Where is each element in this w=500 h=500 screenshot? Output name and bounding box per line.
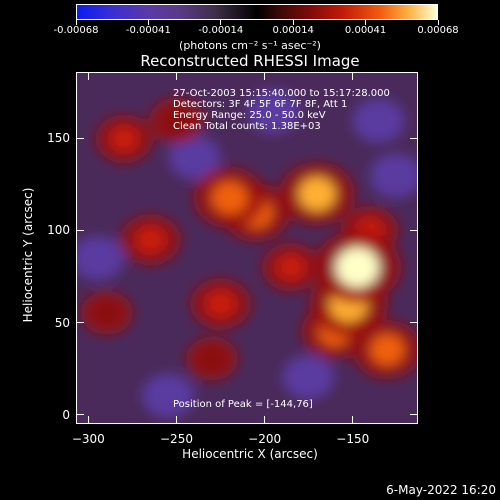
y-tick-mark: [410, 322, 418, 324]
bright-region: [110, 125, 139, 152]
bright-region: [205, 290, 236, 318]
bright-region: [135, 226, 166, 254]
dark-region: [247, 89, 300, 134]
y-tick-label: 100: [47, 223, 70, 238]
bright-region: [298, 176, 336, 212]
x-tick-mark: [352, 416, 354, 424]
bright-region: [163, 108, 191, 133]
colorbar-tick: [147, 20, 149, 25]
y-tick-mark: [76, 137, 84, 139]
colorbar-tick-label: 0.00041: [344, 25, 387, 36]
info-line-3: Energy Range: 25.0 - 50.0 keV: [173, 110, 326, 121]
x-tick-mark: [175, 416, 177, 424]
dark-region: [142, 373, 195, 418]
dark-region: [168, 135, 221, 180]
dark-region: [369, 153, 417, 198]
footer-date: 6-May-2022 16:20: [386, 483, 496, 497]
y-tick-mark: [76, 229, 84, 231]
info-line-4: Clean Total counts: 1.38E+03: [173, 121, 321, 132]
colorbar-tick: [365, 20, 367, 25]
y-tick-mark: [410, 414, 418, 416]
bright-region: [370, 333, 405, 366]
colorbar-tick-label: 0.00068: [417, 25, 459, 36]
y-tick-label: 0: [62, 407, 70, 422]
y-tick-label: 50: [54, 315, 70, 330]
bright-region: [94, 301, 120, 325]
y-tick-mark: [76, 414, 84, 416]
y-axis-label: Heliocentric Y (arcsec): [21, 187, 35, 323]
x-tick-label: −150: [336, 432, 370, 446]
heatmap-image: [77, 73, 417, 423]
plot-area: 27-Oct-2003 15:15:40.000 to 15:17:28.000…: [76, 72, 418, 424]
colorbar-units: (photons cm⁻² s⁻¹ asec⁻²): [179, 39, 321, 52]
colorbar-tick: [292, 20, 294, 25]
y-tick-mark: [410, 229, 418, 231]
dark-region: [282, 355, 335, 400]
chart-title: Reconstructed RHESSI Image: [140, 52, 360, 70]
dark-region: [77, 236, 125, 281]
info-line-2: Detectors: 3F 4F 5F 6F 7F 8F, Att 1: [173, 99, 348, 110]
y-tick-label: 150: [47, 131, 70, 146]
x-tick-mark: [264, 416, 266, 424]
y-tick-mark: [76, 322, 84, 324]
colorbar-tick: [75, 20, 77, 25]
x-tick-mark: [264, 72, 266, 80]
dark-region: [352, 98, 405, 143]
bright-region: [199, 347, 225, 371]
info-line-1: 27-Oct-2003 15:15:40.000 to 15:17:28.000: [173, 88, 390, 99]
colorbar-tick: [437, 20, 439, 25]
y-tick-mark: [410, 137, 418, 139]
bright-region: [211, 181, 248, 215]
bright-region: [335, 247, 380, 288]
colorbar-tick-label: -0.00014: [198, 25, 244, 36]
bright-region: [276, 254, 305, 281]
x-tick-label: −300: [71, 432, 105, 446]
x-tick-label: −200: [248, 432, 282, 446]
x-tick-label: −250: [160, 432, 193, 446]
x-tick-mark: [87, 72, 89, 80]
colorbar-tick-label: -0.00068: [53, 25, 99, 36]
colorbar: [76, 4, 438, 20]
colorbar-tick-label: -0.00041: [125, 25, 171, 36]
x-tick-mark: [352, 72, 354, 80]
colorbar-tick: [220, 20, 222, 25]
x-tick-mark: [87, 416, 89, 424]
colorbar-tick-label: 0.00014: [272, 25, 314, 36]
x-tick-mark: [175, 72, 177, 80]
x-axis-label: Heliocentric X (arcsec): [182, 447, 318, 461]
peak-position-label: Position of Peak = [-144,76]: [173, 399, 313, 410]
